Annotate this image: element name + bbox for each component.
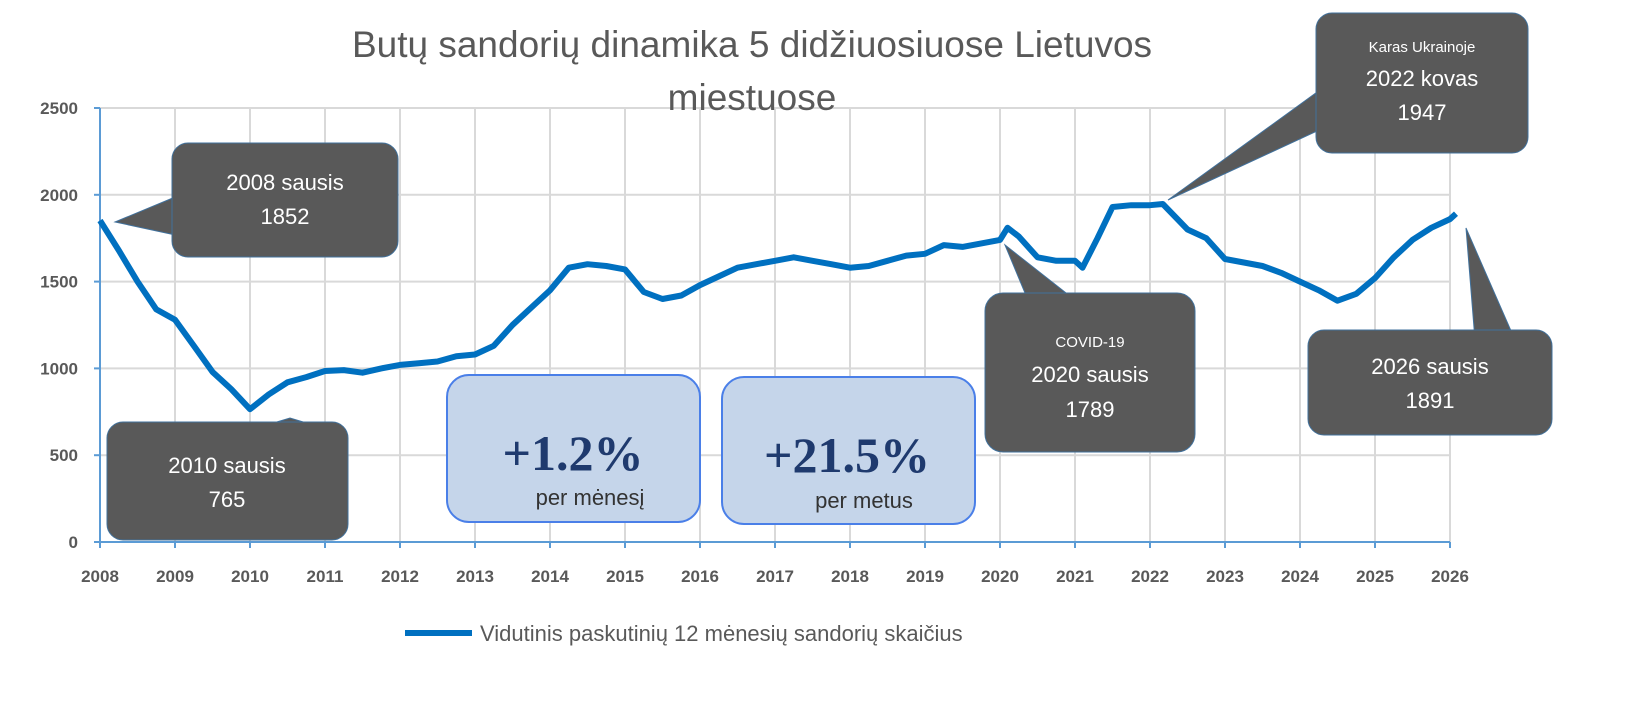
svg-text:2008 sausis: 2008 sausis <box>226 170 343 195</box>
svg-text:Karas Ukrainoje: Karas Ukrainoje <box>1369 39 1476 56</box>
x-tick-label: 2024 <box>1281 567 1319 586</box>
x-tick-label: 2016 <box>681 567 719 586</box>
x-tick-label: 2022 <box>1131 567 1169 586</box>
y-axis: 0 500 1000 1500 2000 2500 <box>40 99 101 552</box>
y-tick-label: 2500 <box>40 99 78 118</box>
legend: Vidutinis paskutinių 12 mėnesių sandorių… <box>405 621 963 646</box>
x-tick-label: 2019 <box>906 567 944 586</box>
x-tick-label: 2008 <box>81 567 119 586</box>
series-line <box>97 201 1459 413</box>
callout-war: Karas Ukrainoje 2022 kovas 1947 <box>1167 12 1529 201</box>
callout-2026: 2026 sausis 1891 <box>1307 227 1553 436</box>
svg-text:2022 kovas: 2022 kovas <box>1366 66 1479 91</box>
x-tick-label: 2023 <box>1206 567 1244 586</box>
x-tick-label: 2017 <box>756 567 794 586</box>
x-tick-label: 2010 <box>231 567 269 586</box>
callout-covid: COVID-19 2020 sausis 1789 <box>984 243 1196 453</box>
svg-text:1947: 1947 <box>1398 100 1447 125</box>
stat-label: per mėnesį <box>536 485 645 510</box>
stat-box-monthly: +1.2% per mėnesį <box>446 374 701 523</box>
x-tick-label: 2012 <box>381 567 419 586</box>
x-tick-label: 2020 <box>981 567 1019 586</box>
stat-value: +21.5% <box>764 427 930 483</box>
stat-label: per metus <box>815 488 913 513</box>
svg-text:2026 sausis: 2026 sausis <box>1371 354 1488 379</box>
y-tick-label: 500 <box>50 446 78 465</box>
callout-2008: 2008 sausis 1852 <box>113 142 399 258</box>
x-tick-label: 2021 <box>1056 567 1094 586</box>
x-tick-label: 2025 <box>1356 567 1394 586</box>
x-tick-label: 2011 <box>307 567 344 586</box>
y-tick-label: 1000 <box>40 359 78 378</box>
x-tick-label: 2009 <box>156 567 194 586</box>
x-tick-label: 2018 <box>831 567 869 586</box>
svg-text:765: 765 <box>209 487 246 512</box>
svg-text:1789: 1789 <box>1066 397 1115 422</box>
svg-text:COVID-19: COVID-19 <box>1055 334 1124 351</box>
svg-text:1891: 1891 <box>1406 388 1455 413</box>
x-tick-label: 2026 <box>1431 567 1469 586</box>
stat-box-yearly: +21.5% per metus <box>721 376 976 525</box>
svg-text:1852: 1852 <box>261 204 310 229</box>
svg-text:2010 sausis: 2010 sausis <box>168 453 285 478</box>
y-tick-label: 0 <box>69 533 78 552</box>
legend-label: Vidutinis paskutinių 12 mėnesių sandorių… <box>480 621 963 646</box>
x-tick-label: 2013 <box>456 567 494 586</box>
x-tick-label: 2014 <box>531 567 569 586</box>
svg-text:2020 sausis: 2020 sausis <box>1031 362 1148 387</box>
y-tick-label: 2000 <box>40 186 78 205</box>
chart-title-line-1: Butų sandorių dinamika 5 didžiuosiuose L… <box>352 24 1152 65</box>
chart-title-line-2: miestuose <box>668 77 837 118</box>
x-axis: 2008 2009 2010 2011 2012 2013 2014 2015 2016 2017… <box>81 541 1469 586</box>
callout-2010: 2010 sausis 765 <box>106 417 349 541</box>
x-tick-label: 2015 <box>606 567 644 586</box>
stat-value: +1.2% <box>503 425 644 481</box>
y-tick-label: 1500 <box>40 273 78 292</box>
